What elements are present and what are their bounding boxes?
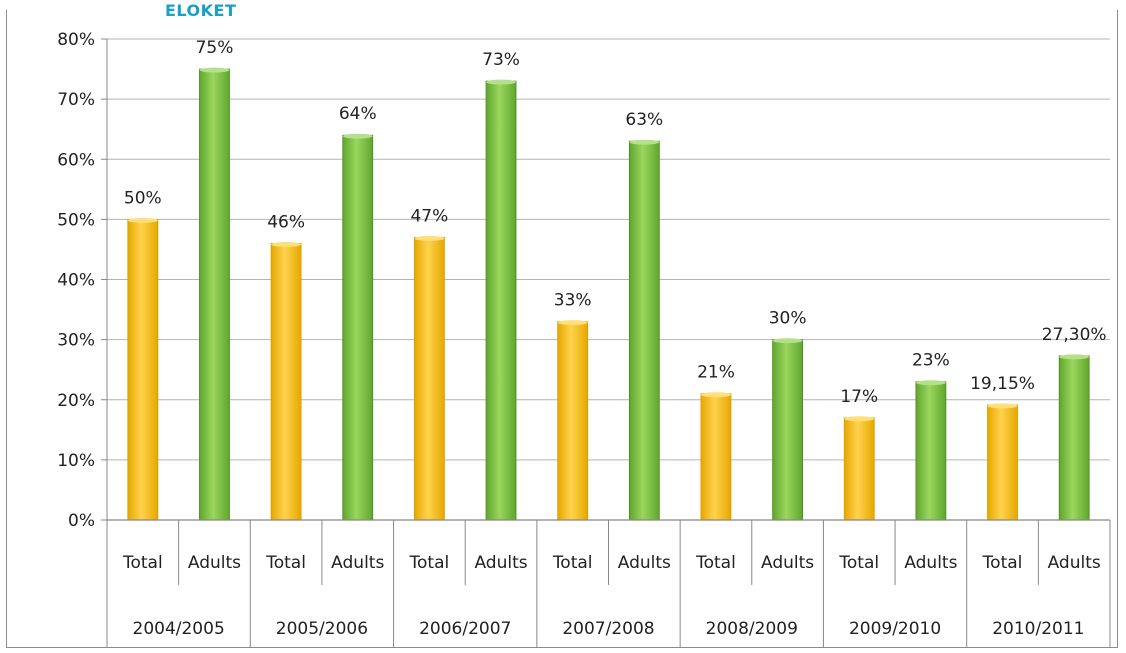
bar-adults-2	[485, 80, 517, 521]
x-subcategory-label: Adults	[618, 553, 671, 573]
bar-cap	[700, 392, 731, 398]
bar-total-1	[270, 243, 302, 521]
y-tick-label: 70%	[57, 90, 95, 110]
bar-adults-5	[915, 381, 947, 521]
data-label-adults-3: 63%	[625, 110, 663, 130]
data-label-adults-6: 27,30%	[1042, 325, 1107, 345]
data-label-total-0: 50%	[124, 188, 162, 208]
bar-adults-0	[199, 68, 230, 521]
bar-cap	[915, 380, 946, 386]
bar-total-4	[700, 393, 732, 521]
data-labels: 50% 75% 46% 64% 47% 73% 33% 63% 21% 30% 17% 23% 19,1…	[124, 38, 1107, 407]
data-label-total-1: 46%	[267, 212, 305, 232]
bar-adults-4	[772, 339, 804, 521]
bar-total-0	[127, 218, 159, 521]
x-subcategory-label: Total	[552, 553, 593, 573]
x-subcategory-label: Total	[982, 553, 1023, 573]
data-label-adults-1: 64%	[339, 104, 377, 124]
bar-cap	[486, 79, 517, 85]
x-subcategory-label: Adults	[331, 553, 384, 573]
data-label-adults-5: 23%	[912, 351, 950, 371]
x-group-label: 2006/2007	[419, 619, 511, 639]
data-label-adults-4: 30%	[769, 309, 807, 329]
y-tick-label: 60%	[57, 150, 95, 170]
x-subcategory-label: Adults	[904, 553, 957, 573]
bar-total-3	[557, 321, 589, 521]
bar-total-2	[413, 237, 445, 521]
cropped-heading: ELOKET	[165, 1, 237, 20]
x-subcategory-label: Adults	[1048, 553, 1101, 573]
x-subcategory-label: Total	[122, 553, 163, 573]
bar-cap	[629, 139, 660, 145]
x-subcategory-label: Total	[409, 553, 450, 573]
bar-cap	[987, 403, 1018, 409]
bar-cap	[772, 338, 803, 344]
data-label-total-5: 17%	[840, 387, 878, 407]
bar-cap	[1059, 354, 1090, 360]
x-subcategory-label: Adults	[188, 553, 241, 573]
data-label-adults-2: 73%	[482, 50, 520, 70]
bar-cap	[557, 320, 588, 326]
x-group-label: 2004/2005	[133, 619, 225, 639]
y-tick-label: 80%	[57, 30, 95, 50]
bar-cap	[127, 217, 158, 223]
gridlines	[107, 38, 1110, 461]
y-tick-label: 40%	[57, 271, 95, 291]
y-tick-label: 50%	[57, 210, 95, 230]
y-tick-label: 0%	[68, 511, 95, 531]
x-subcategory-label: Adults	[474, 553, 527, 573]
bar-adults-1	[342, 134, 374, 521]
bar-total-5	[843, 417, 875, 521]
x-axis: Total Adults Total Adults Total Adults Total Ad…	[106, 39, 1111, 648]
data-label-total-6: 19,15%	[970, 374, 1035, 394]
x-group-label: 2008/2009	[706, 619, 798, 639]
data-label-total-4: 21%	[697, 363, 735, 383]
x-group-label: 2007/2008	[562, 619, 654, 639]
bar-adults-3	[628, 140, 660, 521]
y-tick-label: 30%	[57, 331, 95, 351]
data-label-total-3: 33%	[554, 291, 592, 311]
x-subcategory-label: Total	[265, 553, 306, 573]
x-group-label: 2009/2010	[849, 619, 941, 639]
data-label-adults-0: 75%	[196, 38, 234, 58]
bar-cap	[271, 241, 302, 247]
bar-total-6	[987, 404, 1018, 521]
data-label-total-2: 47%	[410, 206, 448, 226]
bars	[127, 67, 1090, 521]
bar-cap	[199, 67, 230, 73]
x-group-label: 2010/2011	[992, 619, 1084, 639]
y-tick-label: 10%	[57, 451, 95, 471]
bar-adults-6	[1058, 355, 1090, 521]
bar-cap	[414, 235, 445, 241]
x-group-label: 2005/2006	[276, 619, 368, 639]
bar-cap	[844, 416, 875, 422]
y-tick-label: 20%	[57, 391, 95, 411]
x-subcategory-label: Total	[695, 553, 736, 573]
x-subcategory-label: Total	[838, 553, 879, 573]
bar-cap	[342, 133, 373, 139]
x-subcategory-label: Adults	[761, 553, 814, 573]
y-axis-ticks: 0% 10% 20% 30% 40% 50% 60% 70% 80%	[57, 30, 107, 531]
